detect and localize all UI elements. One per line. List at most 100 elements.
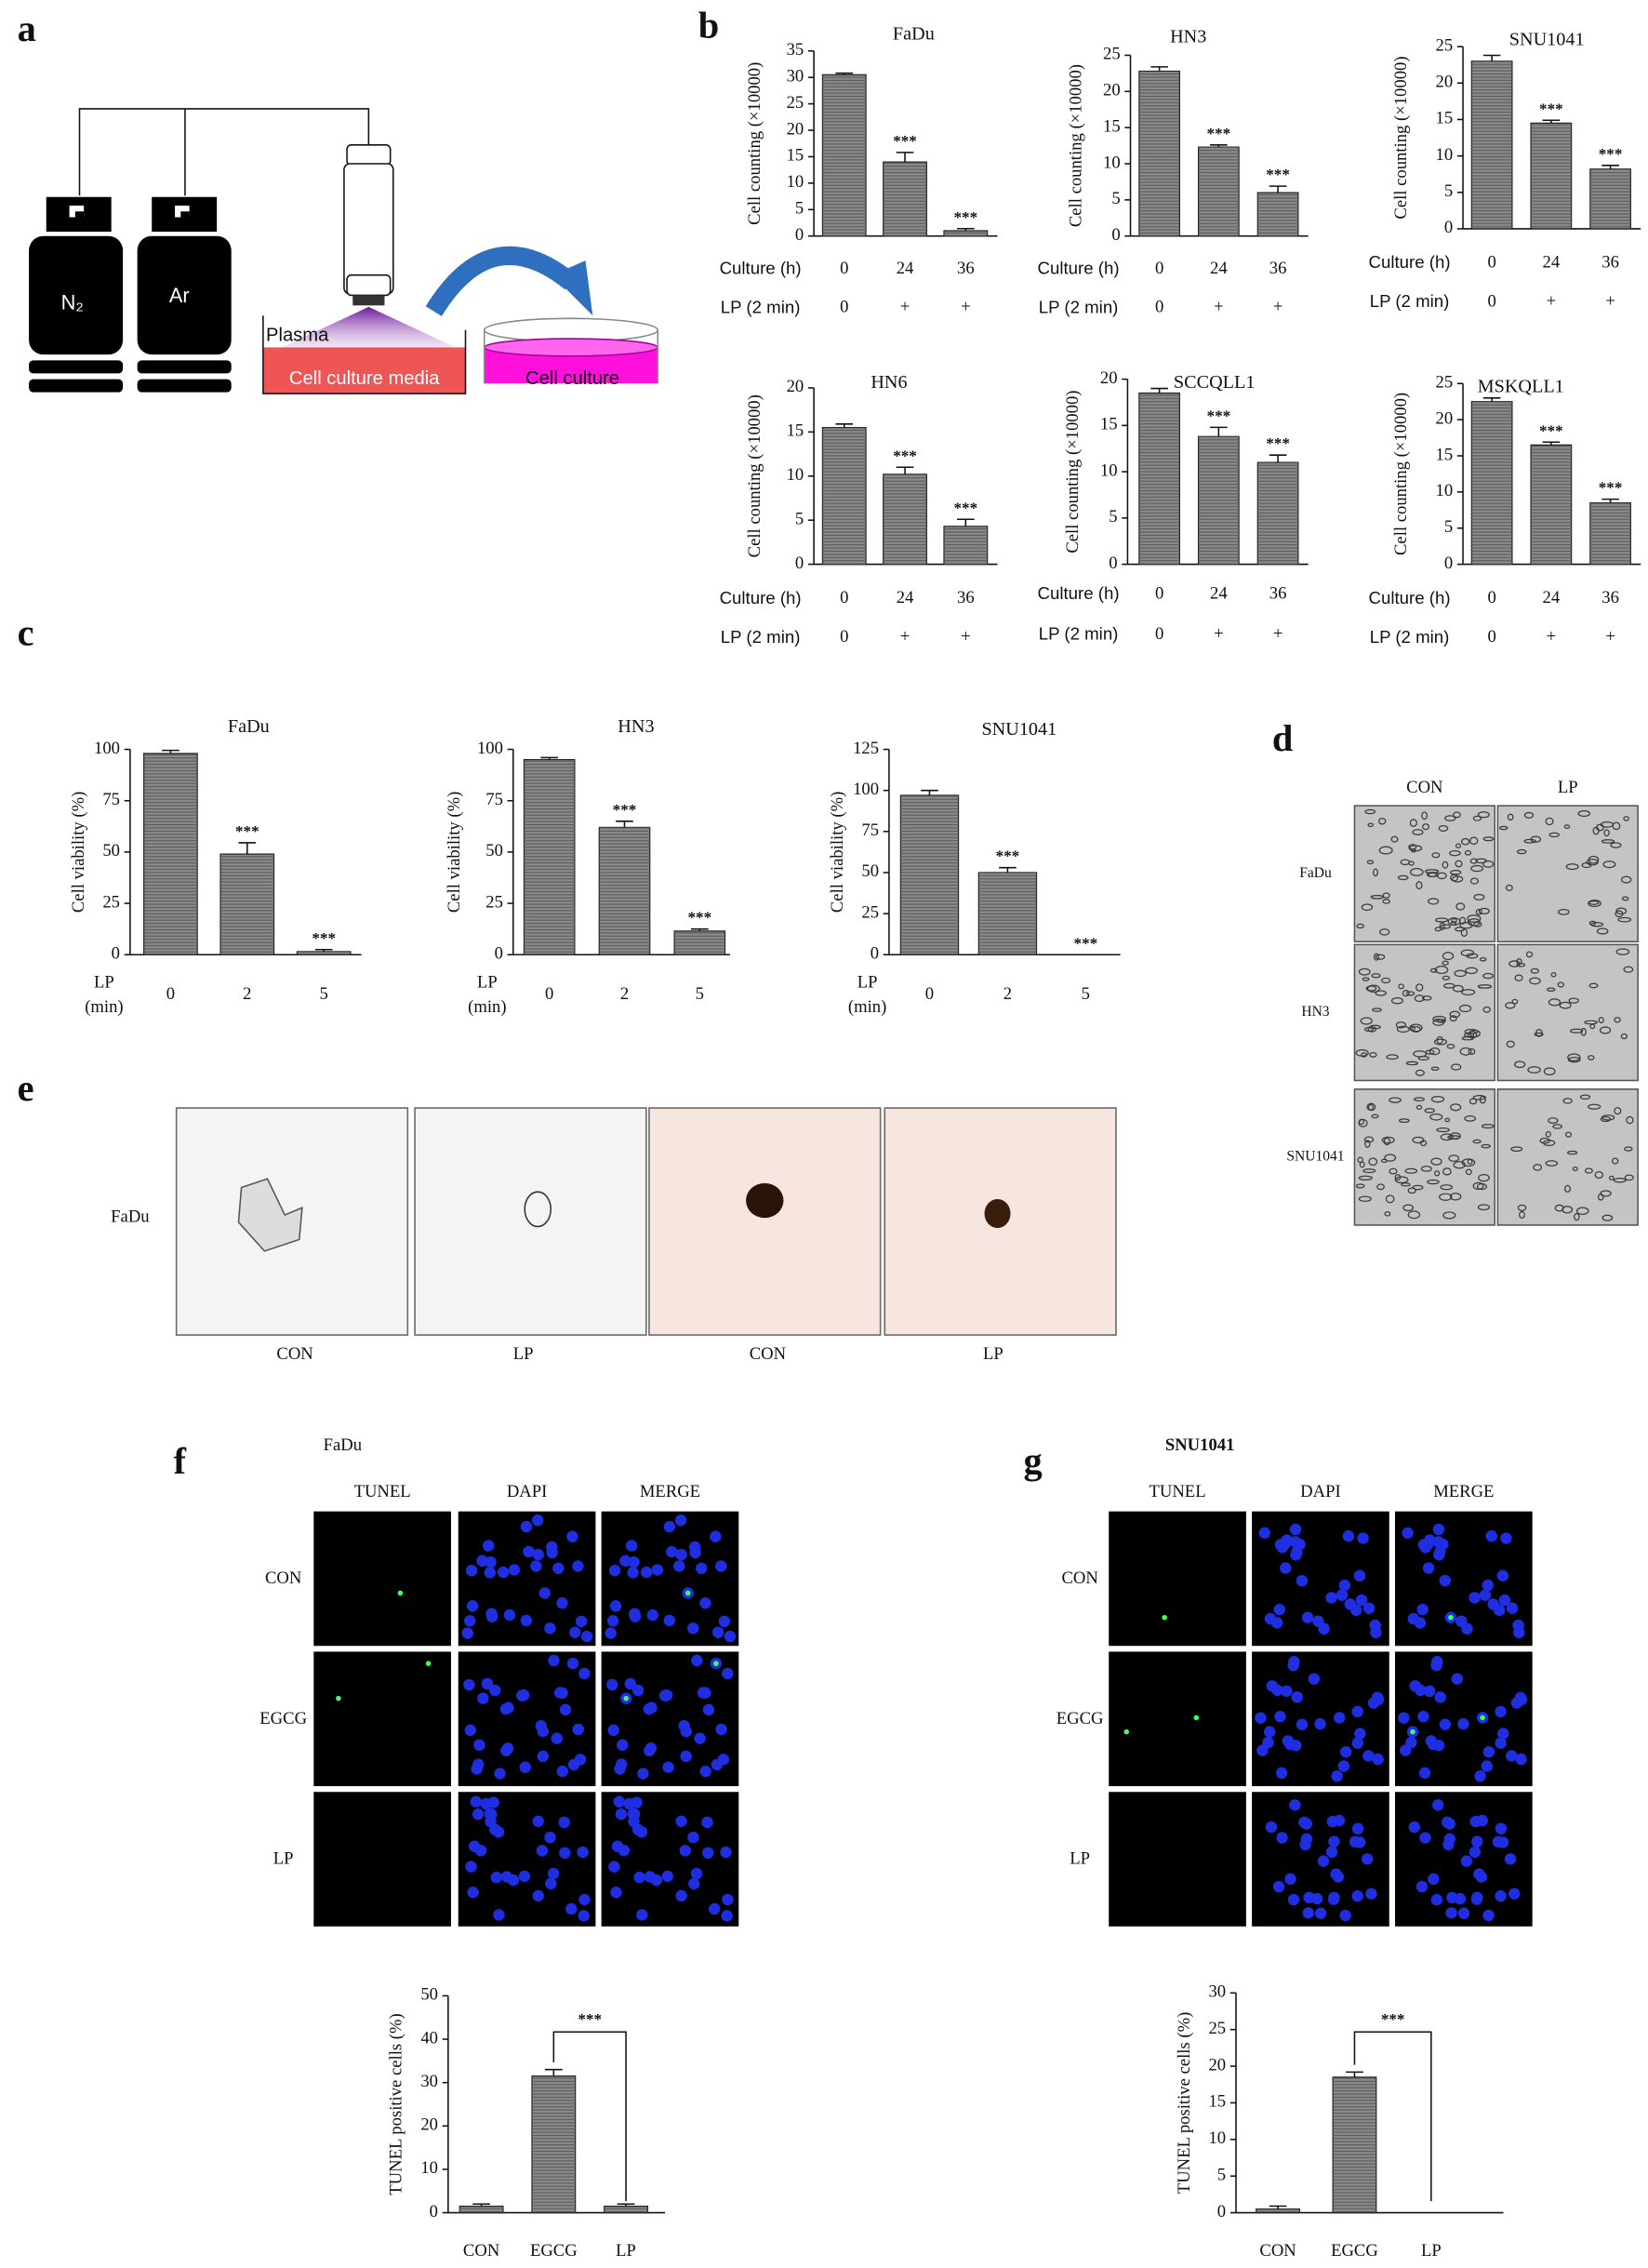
x-tick-label-2: + (1214, 298, 1224, 317)
column-label: CON (1406, 778, 1443, 797)
nucleus (1281, 1685, 1293, 1698)
nucleus (1419, 1832, 1431, 1844)
cell (1590, 922, 1604, 927)
bar-hatch (524, 759, 575, 955)
cell (1371, 973, 1381, 979)
x-tick-label: EGCG (530, 2241, 578, 2261)
nucleus (625, 1540, 638, 1552)
x-tick-label: 5 (1082, 984, 1090, 1004)
cell (1460, 928, 1469, 937)
cell (1363, 1136, 1375, 1143)
x-tick-label: 0 (1487, 588, 1495, 607)
nucleus (559, 1847, 571, 1860)
cell (1451, 875, 1464, 883)
x-tick-label: 0 (1487, 253, 1495, 273)
cell (1385, 1194, 1395, 1204)
nucleus (1265, 1821, 1278, 1834)
nucleus (1308, 1673, 1321, 1685)
nucleus (1357, 1532, 1369, 1544)
nucleus (1276, 1832, 1288, 1844)
column-label: LP (1558, 778, 1578, 797)
fluorescence-image (1394, 1651, 1533, 1787)
x-tick-label: 0 (925, 984, 934, 1004)
x-tick-label: LP (616, 2241, 636, 2261)
nucleus (1351, 1889, 1363, 1902)
media-box (262, 347, 466, 394)
cell (1394, 1176, 1409, 1184)
fluorescence-image (601, 1651, 739, 1787)
comparison-bracket (552, 2031, 627, 2202)
panel-label: b (698, 5, 719, 47)
cell (1620, 1033, 1628, 1040)
x-tick-label-2: + (1605, 627, 1615, 647)
nucleus (1506, 1750, 1518, 1762)
cell (1361, 903, 1374, 912)
cell (1422, 823, 1429, 831)
nucleus (1416, 1603, 1429, 1616)
nucleus (1479, 1589, 1492, 1601)
nucleus (1353, 1569, 1366, 1582)
cell (1411, 1026, 1421, 1033)
cell (1575, 1207, 1589, 1215)
cell (1367, 984, 1380, 993)
nucleus (484, 1567, 496, 1579)
cell (1451, 917, 1457, 924)
cell (1613, 1178, 1627, 1183)
cell (1390, 997, 1403, 1005)
nucleus (566, 1530, 578, 1542)
nucleus (617, 1739, 629, 1752)
bar-chart: 0 5 10 15 20 25 SNU1041 Cell counting (×10000) 0… (1368, 30, 1641, 312)
x-tick-label: 5 (320, 984, 328, 1004)
cell (1438, 824, 1449, 832)
cell (1428, 898, 1440, 905)
cell (1455, 902, 1466, 911)
nucleus (1474, 1769, 1486, 1782)
nucleus (1423, 1685, 1436, 1698)
cell (1498, 825, 1508, 831)
cell (1412, 1184, 1424, 1191)
nucleus (1349, 1835, 1362, 1848)
nucleus (715, 1560, 727, 1572)
cell (1548, 1117, 1559, 1125)
row-label: SNU1041 (1286, 1148, 1344, 1164)
nucleus (610, 1887, 622, 1899)
cell (1588, 1103, 1601, 1110)
nucleus (548, 1654, 560, 1667)
nucleus (530, 1560, 542, 1572)
cell (1610, 842, 1622, 848)
bar-hatch (1471, 60, 1512, 229)
x-tick-label: 0 (545, 984, 553, 1004)
nucleus (465, 1565, 478, 1577)
x-axis-label-2: LP (2 min) (1370, 291, 1450, 311)
nucleus (1439, 1718, 1452, 1730)
bar-hatch (1531, 445, 1572, 565)
cell (1557, 981, 1564, 988)
tunel-signal (1410, 1728, 1415, 1735)
comparison-bracket (1353, 2031, 1432, 2202)
gas-line (78, 108, 370, 196)
cell (1596, 927, 1609, 935)
cell (1626, 1115, 1634, 1125)
spheroid (984, 1198, 1011, 1229)
cell (1475, 908, 1482, 915)
cell (1449, 1193, 1462, 1201)
cell (1574, 1212, 1580, 1221)
cell (1584, 1167, 1593, 1174)
y-axis-label: Cell counting (×10000) (745, 62, 764, 225)
cell (1426, 872, 1439, 878)
nucleus (1270, 1617, 1283, 1629)
y-tick-label: 25 (787, 93, 804, 113)
cell (1369, 1024, 1381, 1030)
nucleus (481, 1677, 494, 1690)
nucleus (1355, 1594, 1368, 1607)
micrograph-bg (1496, 943, 1639, 1082)
x-tick-label-2: + (961, 627, 971, 647)
nucleus (519, 1761, 531, 1773)
x-axis-label: Culture (h) (1038, 583, 1120, 603)
cell (1357, 1156, 1363, 1164)
cell (1378, 846, 1393, 855)
nucleus (545, 1877, 557, 1890)
cell (1530, 835, 1542, 843)
